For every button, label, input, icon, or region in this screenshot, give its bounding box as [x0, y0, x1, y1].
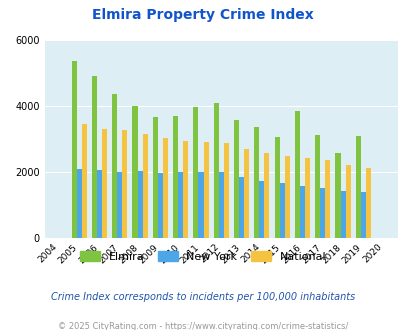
Bar — [254, 127, 259, 238]
Bar — [340, 191, 345, 238]
Bar — [152, 117, 158, 238]
Bar — [81, 124, 87, 238]
Bar — [264, 153, 269, 238]
Bar — [158, 173, 162, 238]
Bar — [173, 115, 178, 238]
Bar — [279, 183, 284, 238]
Text: Elmira Property Crime Index: Elmira Property Crime Index — [92, 8, 313, 22]
Text: Crime Index corresponds to incidents per 100,000 inhabitants: Crime Index corresponds to incidents per… — [51, 292, 354, 302]
Bar — [243, 149, 249, 238]
Bar — [259, 181, 264, 238]
Bar — [203, 142, 208, 238]
Legend: Elmira, New York, National: Elmira, New York, National — [75, 247, 330, 267]
Bar — [355, 136, 360, 238]
Bar — [233, 120, 239, 238]
Bar — [320, 188, 324, 238]
Bar — [239, 177, 243, 238]
Bar — [335, 153, 340, 238]
Bar — [299, 186, 304, 238]
Bar — [142, 134, 147, 238]
Bar — [223, 143, 228, 238]
Bar — [102, 129, 107, 238]
Bar — [284, 156, 289, 238]
Text: © 2025 CityRating.com - https://www.cityrating.com/crime-statistics/: © 2025 CityRating.com - https://www.city… — [58, 322, 347, 330]
Bar — [183, 141, 188, 238]
Bar — [122, 130, 127, 238]
Bar — [117, 172, 122, 238]
Bar — [162, 138, 168, 238]
Bar — [71, 61, 77, 238]
Bar — [193, 107, 198, 238]
Bar — [360, 192, 365, 238]
Bar — [274, 137, 279, 238]
Bar — [112, 94, 117, 238]
Bar — [97, 170, 102, 238]
Bar — [324, 160, 330, 238]
Bar — [294, 111, 299, 238]
Bar — [365, 168, 370, 238]
Bar — [132, 106, 137, 238]
Bar — [92, 76, 97, 238]
Bar — [77, 169, 81, 238]
Bar — [213, 103, 218, 238]
Bar — [198, 172, 203, 238]
Bar — [178, 172, 183, 238]
Bar — [345, 165, 350, 238]
Bar — [218, 172, 223, 238]
Bar — [304, 158, 309, 238]
Bar — [137, 171, 142, 238]
Bar — [314, 135, 320, 238]
